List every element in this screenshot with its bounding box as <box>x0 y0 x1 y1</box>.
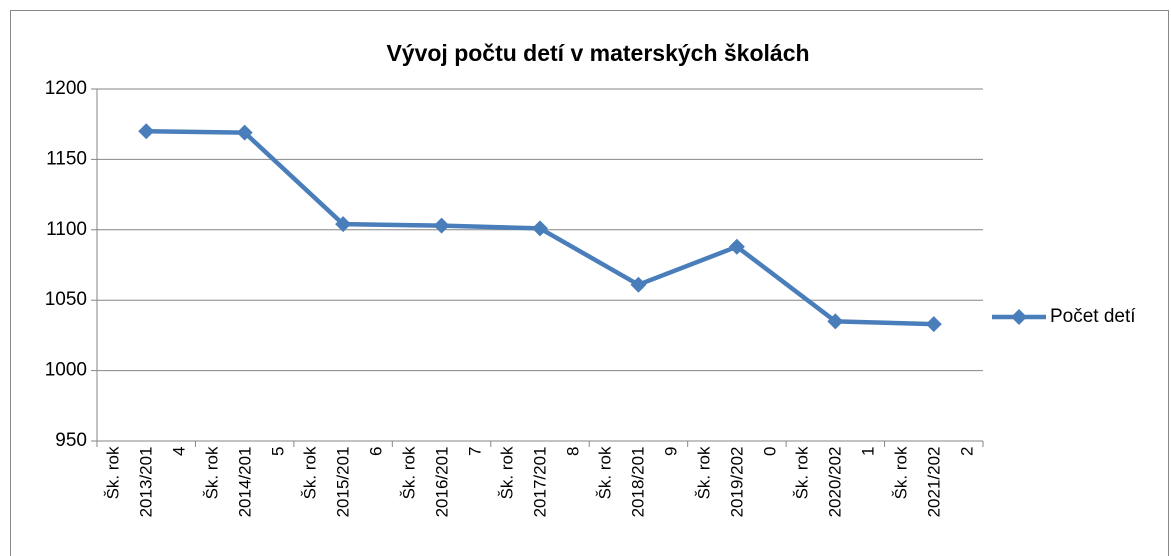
y-tick-label: 950 <box>55 430 87 451</box>
y-tick-label: 1200 <box>45 78 87 99</box>
x-tick-label: Šk. rok 2019/2020 <box>694 446 780 517</box>
data-point <box>335 216 352 233</box>
data-point <box>728 238 745 255</box>
y-tick-label: 1000 <box>45 360 87 381</box>
x-tick-label: Šk. rok 2020/2021 <box>792 446 878 517</box>
x-tick-label: Šk. rok 2021/2022 <box>891 446 977 517</box>
data-point <box>433 217 450 234</box>
legend-marker <box>1011 309 1027 325</box>
x-tick-label: Šk. rok 2016/2017 <box>399 446 485 517</box>
x-tick-label: Šk. rok 2015/2016 <box>300 446 386 517</box>
data-point <box>532 220 548 237</box>
y-tick-label: 1150 <box>46 148 87 169</box>
y-tick-label: 1100 <box>46 219 87 240</box>
data-point <box>630 276 647 293</box>
y-tick-label: 1050 <box>45 289 87 310</box>
x-tick-label: Šk. rok 2018/2019 <box>595 446 681 517</box>
x-tick-label: Šk. rok 2014/2015 <box>202 446 288 517</box>
data-point <box>236 124 253 141</box>
data-point <box>138 123 155 140</box>
data-point <box>925 316 942 333</box>
legend-label: Počet detí <box>1050 306 1136 327</box>
x-tick-label: Šk. rok 2013/2014 <box>103 446 189 517</box>
x-tick-label: Šk. rok 2017/2018 <box>497 446 583 517</box>
data-point <box>827 313 844 330</box>
chart-title: Vývoj počtu detí v materských školách <box>386 40 809 66</box>
chart-frame <box>10 10 1169 556</box>
